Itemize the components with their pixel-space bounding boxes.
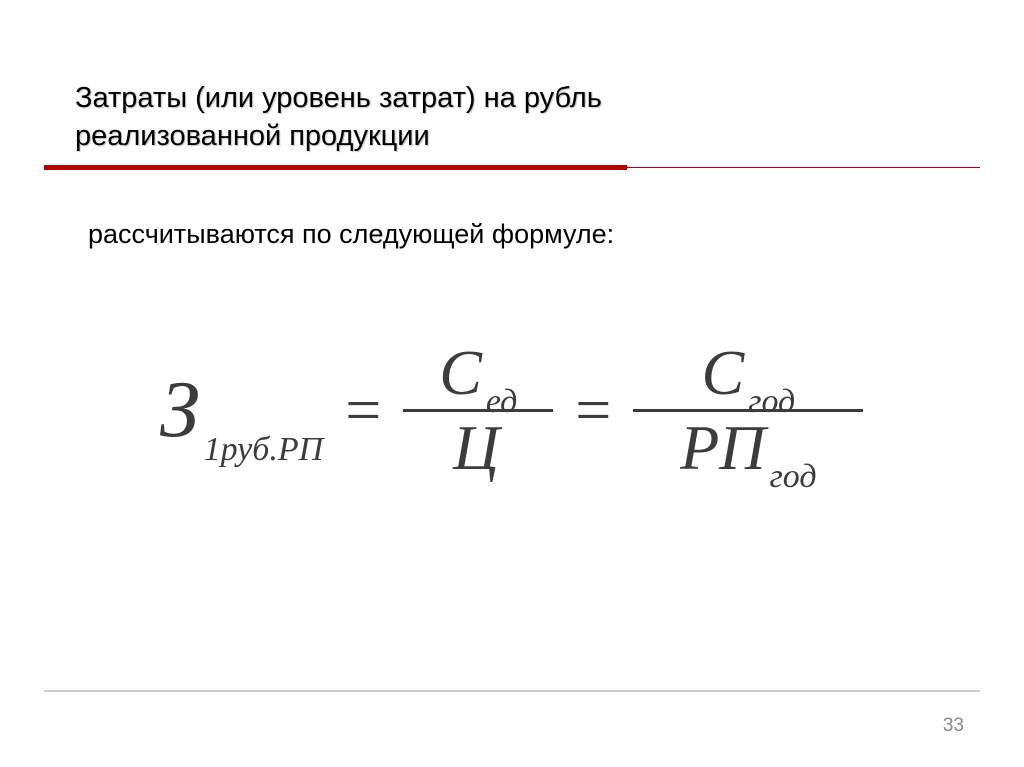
footer-divider — [44, 690, 980, 692]
fraction-2: С год РП год — [633, 337, 863, 484]
frac2-num-main: С — [702, 341, 745, 405]
equals-sign-2: = — [575, 378, 611, 442]
fraction-1-denominator: Ц — [443, 412, 513, 484]
fraction-2-numerator: С год — [692, 337, 806, 409]
formula-lhs: З 1руб.РП — [160, 370, 323, 450]
slide-title: Затраты (или уровень затрат) на рубль ре… — [75, 80, 755, 155]
fraction-2-denominator: РП год — [670, 412, 826, 484]
frac1-num-sub: ед — [486, 383, 517, 421]
frac2-num-sub: год — [748, 383, 795, 421]
frac2-den-sub: год — [770, 458, 817, 496]
slide: Затраты (или уровень затрат) на рубль ре… — [0, 0, 1024, 767]
frac1-den-main: Ц — [453, 416, 499, 480]
intro-text: рассчитываются по следующей формуле: — [88, 219, 614, 250]
equals-sign: = — [345, 378, 381, 442]
divider-thick — [44, 165, 627, 170]
frac1-num-main: С — [439, 341, 482, 405]
lhs-main: З — [160, 370, 200, 450]
page-number: 33 — [943, 715, 964, 737]
fraction-1: С ед Ц — [403, 337, 553, 484]
lhs-subscript: 1руб.РП — [204, 431, 324, 469]
frac2-den-main: РП — [680, 416, 765, 480]
divider-thin — [627, 167, 980, 168]
fraction-1-numerator: С ед — [429, 337, 527, 409]
formula: З 1руб.РП = С ед Ц = С год — [160, 320, 860, 520]
